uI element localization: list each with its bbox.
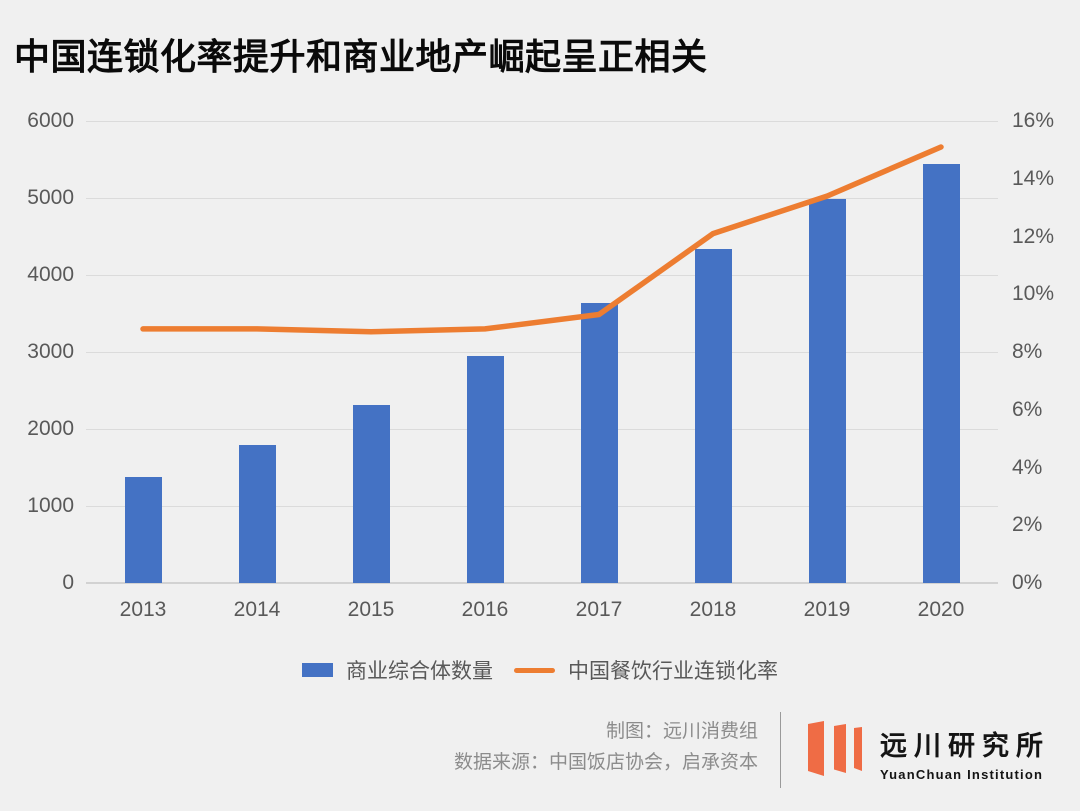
x-axis-label-2014: 2014 <box>233 598 281 621</box>
credit-source-line: 数据来源：中国饭店协会，启承资本 <box>453 752 758 773</box>
bar-2019 <box>808 198 846 583</box>
legend-line-swatch <box>514 667 555 673</box>
logo-stripe-1 <box>808 721 824 776</box>
y-axis-right-tick-10%: 10% <box>1012 282 1055 306</box>
y-axis-left-tick-1000: 1000 <box>27 494 74 517</box>
footer-credits: 制图：远川消费组 数据来源：中国饭店协会，启承资本 <box>454 716 758 778</box>
y-axis-right-tick-0%: 0% <box>1012 571 1043 594</box>
y-axis-right-tick-16%: 16% <box>1012 109 1055 132</box>
y-axis-right-tick-14%: 14% <box>1012 166 1055 190</box>
bar-2014 <box>238 445 276 583</box>
grid-line-4000 <box>86 274 998 276</box>
chain-rate-line-series <box>140 144 944 335</box>
x-axis-label-2016: 2016 <box>461 598 509 621</box>
bar-2013 <box>124 476 162 583</box>
footer-divider-line <box>780 712 781 788</box>
y-axis-right-tick-12%: 12% <box>1012 224 1055 248</box>
grid-line-2000 <box>86 428 998 430</box>
logo-wordmark: 远川研究所 YuanChuan Institution <box>880 724 1050 782</box>
y-axis-right-tick-2%: 2% <box>1012 513 1043 537</box>
logo-stripe-3 <box>854 727 862 771</box>
x-axis-baseline <box>86 582 998 584</box>
yuanchuan-logo-icon <box>808 721 862 776</box>
x-axis-label-2020: 2020 <box>917 598 965 621</box>
logo-stripe-2 <box>834 724 846 773</box>
y-axis-left-tick-0: 0 <box>62 571 74 594</box>
grid-line-1000 <box>86 505 998 507</box>
x-axis-label-2015: 2015 <box>347 598 395 621</box>
grid-line-5000 <box>86 197 998 199</box>
y-axis-left-tick-5000: 5000 <box>27 186 74 209</box>
credit-author-line: 制图：远川消费组 <box>605 721 758 742</box>
legend-bar-label: 商业综合体数量 <box>346 660 493 683</box>
legend-line-label: 中国餐饮行业连锁化率 <box>568 660 778 683</box>
grid-line-3000 <box>86 351 998 353</box>
bar-2017 <box>580 302 618 583</box>
logo-name-cn: 远川研究所 <box>880 731 1050 761</box>
y-axis-right-tick-4%: 4% <box>1012 455 1043 479</box>
chart-legend: 商业综合体数量 中国餐饮行业连锁化率 <box>0 653 1080 687</box>
chart-title: 中国连锁化率提升和商业地产崛起呈正相关 <box>14 36 708 77</box>
y-axis-left-tick-2000: 2000 <box>27 417 74 440</box>
grid-line-6000 <box>86 120 998 122</box>
y-axis-left-tick-4000: 4000 <box>27 263 74 286</box>
y-axis-left-tick-6000: 6000 <box>27 109 74 132</box>
legend-bar-swatch <box>302 663 333 677</box>
y-axis-left-tick-3000: 3000 <box>27 340 74 363</box>
x-axis-label-2013: 2013 <box>119 598 167 621</box>
y-axis-right-tick-6%: 6% <box>1012 397 1043 421</box>
line-series-path <box>140 144 944 335</box>
x-axis-label-2017: 2017 <box>575 598 623 621</box>
bar-2020 <box>922 164 960 583</box>
bar-2016 <box>466 355 504 583</box>
x-axis-label-2019: 2019 <box>803 598 851 621</box>
logo-name-en: YuanChuan Institution <box>880 767 1044 782</box>
bar-2015 <box>352 405 390 583</box>
x-axis-label-2018: 2018 <box>689 598 737 621</box>
bar-2018 <box>694 248 732 583</box>
y-axis-right-tick-8%: 8% <box>1012 340 1043 363</box>
